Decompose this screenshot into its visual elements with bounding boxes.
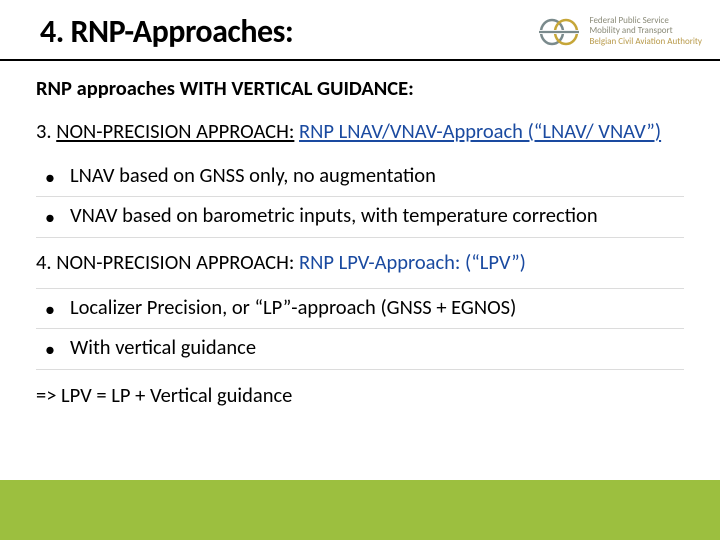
logo-line-3: Belgian Civil Aviation Authority bbox=[589, 37, 702, 47]
sec3-num: 3. bbox=[36, 118, 52, 144]
bullet-icon: • bbox=[42, 295, 58, 323]
bullet-text: Localizer Precision, or “LP”-approach (G… bbox=[70, 295, 516, 321]
list-item: • VNAV based on barometric inputs, with … bbox=[36, 197, 684, 238]
slide-body: RNP approaches WITH VERTICAL GUIDANCE: 3… bbox=[0, 61, 720, 408]
subheading: RNP approaches WITH VERTICAL GUIDANCE: bbox=[36, 75, 684, 113]
bullet-icon: • bbox=[42, 203, 58, 231]
bullet-text: With vertical guidance bbox=[70, 335, 256, 361]
sec4-num: 4. bbox=[36, 249, 52, 275]
bullet-icon: • bbox=[42, 335, 58, 363]
bullet-list-a: • LNAV based on GNSS only, no augmentati… bbox=[36, 157, 684, 238]
section-4-heading: 4. NON-PRECISION APPROACH: RNP LPV-Appro… bbox=[36, 238, 684, 289]
section-3-heading: 3. NON-PRECISION APPROACH: RNP LNAV/VNAV… bbox=[36, 113, 684, 157]
sec4-tail: RNP LPV-Approach: (“LPV”) bbox=[299, 249, 526, 275]
list-item: • LNAV based on GNSS only, no augmentati… bbox=[36, 157, 684, 198]
bullet-list-b: • Localizer Precision, or “LP”-approach … bbox=[36, 289, 684, 370]
slide-title: 4. RNP-Approaches: bbox=[40, 12, 293, 51]
sec3-tail: RNP LNAV/VNAV-Approach (“LNAV/ VNAV”) bbox=[299, 118, 661, 144]
logo-icon bbox=[537, 14, 581, 50]
list-item: • Localizer Precision, or “LP”-approach … bbox=[36, 289, 684, 330]
sec4-lead: NON-PRECISION APPROACH: bbox=[56, 249, 294, 275]
logo-text: Federal Public Service Mobility and Tran… bbox=[589, 16, 702, 47]
title-row: 4. RNP-Approaches: Federal Public Servic… bbox=[0, 0, 720, 61]
bullet-text: LNAV based on GNSS only, no augmentation bbox=[70, 163, 436, 189]
conclusion-line: => LPV = LP + Vertical guidance bbox=[36, 370, 684, 408]
footer-bar bbox=[0, 480, 720, 540]
slide: 4. RNP-Approaches: Federal Public Servic… bbox=[0, 0, 720, 540]
list-item: • With vertical guidance bbox=[36, 329, 684, 370]
sec3-lead: NON-PRECISION APPROACH: bbox=[56, 118, 294, 144]
bullet-text: VNAV based on barometric inputs, with te… bbox=[70, 203, 598, 229]
bullet-icon: • bbox=[42, 163, 58, 191]
org-logo: Federal Public Service Mobility and Tran… bbox=[537, 14, 720, 50]
